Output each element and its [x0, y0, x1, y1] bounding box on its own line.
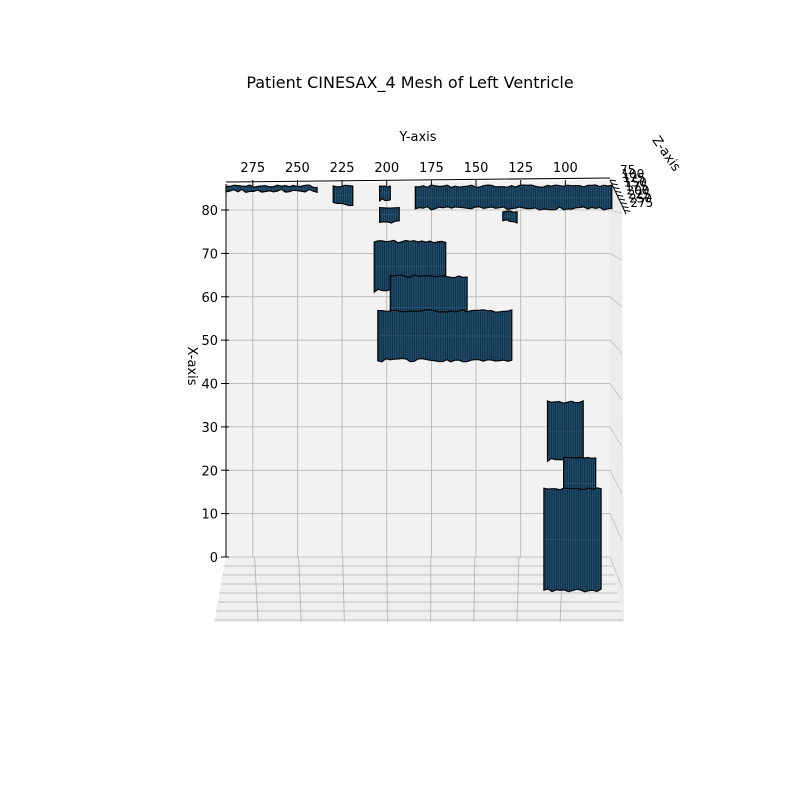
z-tick-mark — [618, 198, 626, 201]
tick-marks — [221, 179, 631, 558]
mesh-band-line — [503, 215, 517, 217]
y-tick-labels: 275 250 225 200 175 150 125 100 — [240, 161, 577, 176]
side-grid-line — [609, 383, 623, 401]
floor-pane — [214, 557, 624, 622]
x-tick-label: 50 — [201, 334, 218, 349]
y-tick-label: 125 — [508, 161, 533, 176]
z-tick-mark — [611, 183, 618, 186]
side-grid-line — [609, 296, 623, 307]
mesh-region — [379, 185, 391, 203]
x-tick-labels: 0 10 20 30 40 50 60 70 80 — [201, 204, 218, 566]
y-tick-label: 150 — [464, 161, 489, 176]
mesh-region — [414, 184, 613, 211]
side-grid-line — [609, 470, 623, 494]
z-tick-label: 250 — [629, 192, 652, 206]
side-grid-line — [609, 513, 623, 541]
z-tick-mark — [615, 190, 622, 193]
y-tick-label: 225 — [330, 161, 355, 176]
back-pane — [226, 180, 610, 557]
z-axis-line — [609, 179, 627, 215]
mesh-region — [502, 210, 518, 224]
mesh-band-line — [564, 482, 595, 485]
z-tick-label: 200 — [627, 184, 650, 198]
z-tick-label: 275 — [630, 196, 653, 210]
mesh-region — [225, 184, 318, 194]
side-grid-line — [609, 253, 623, 261]
x-tick-label: 70 — [201, 247, 218, 262]
grid-lines — [214, 184, 624, 623]
y-axis-label: Y-axis — [398, 130, 436, 145]
x-tick-label: 30 — [201, 421, 218, 436]
z-tick-mark — [620, 202, 627, 205]
side-grid-line — [609, 339, 623, 354]
mesh-band-line — [416, 197, 611, 199]
x-tick-label: 40 — [201, 378, 218, 393]
x-tick-label: 60 — [201, 291, 218, 306]
x-tick-label: 0 — [210, 551, 218, 566]
z-tick-mark — [613, 187, 620, 190]
side-grid-line — [609, 556, 623, 588]
z-tick-label: 100 — [621, 167, 644, 181]
mesh-region — [379, 206, 400, 224]
z-tick-label: 225 — [628, 188, 651, 202]
x-tick-label: 80 — [201, 204, 218, 219]
side-grid-line — [609, 426, 623, 448]
y-tick-label: 275 — [240, 161, 265, 176]
x-axis-label: X-axis — [184, 347, 199, 386]
z-tick-mark — [622, 206, 629, 209]
x-tick-label: 20 — [201, 464, 218, 479]
z-tick-mark — [609, 179, 617, 182]
y-axis-line — [225, 177, 611, 183]
side-grid-line — [609, 209, 623, 214]
side-pane — [610, 180, 624, 622]
x-tick-label: 10 — [201, 508, 218, 523]
z-tick-label: 150 — [624, 175, 647, 189]
y-tick-label: 200 — [374, 161, 399, 176]
z-tick-mark — [624, 209, 631, 212]
y-tick-label: 250 — [285, 161, 310, 176]
mesh-region — [332, 184, 354, 207]
mesh-surface — [225, 184, 613, 593]
y-tick-label: 175 — [419, 161, 444, 176]
z-tick-mark — [617, 194, 624, 197]
mesh-region — [546, 399, 584, 463]
mesh-region — [377, 309, 513, 363]
y-tick-label: 100 — [553, 161, 578, 176]
z-tick-label: 75 — [620, 163, 635, 177]
z-tick-label: 125 — [623, 171, 646, 185]
mesh-region — [543, 487, 602, 593]
z-tick-label: 175 — [625, 179, 648, 193]
z-axis-label: Z-axis — [648, 134, 683, 175]
chart-title: Patient CINESAX_4 Mesh of Left Ventricle — [246, 73, 573, 93]
